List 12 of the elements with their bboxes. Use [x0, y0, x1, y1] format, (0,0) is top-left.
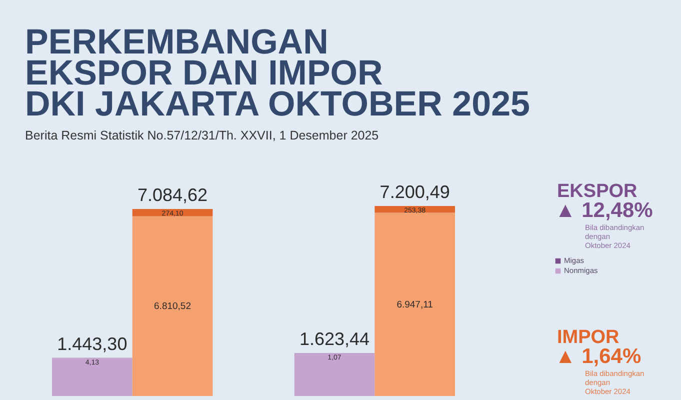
chart-title: PERKEMBANGAN EKSPOR DAN IMPOR DKI JAKARTA OKTOBER 2025	[25, 22, 530, 124]
chart-subtitle: Berita Resmi Statistik No.57/12/31/Th. XXVII, 1 Desember 2025	[25, 128, 379, 142]
data-label: 6.947,11	[396, 299, 433, 310]
total-label: 7.084,62	[137, 185, 208, 206]
total-label: 1.623,44	[299, 329, 370, 350]
total-label: 1.443,30	[57, 334, 128, 354]
text: IMPOR	[557, 327, 620, 348]
text: ▲ 1,64%	[555, 345, 642, 368]
data-label: 6.810,52	[154, 301, 191, 312]
text: ▲ 12,48%	[555, 199, 654, 222]
text: EKSPOR	[557, 181, 638, 202]
total-label: 7.200,49	[380, 182, 450, 202]
